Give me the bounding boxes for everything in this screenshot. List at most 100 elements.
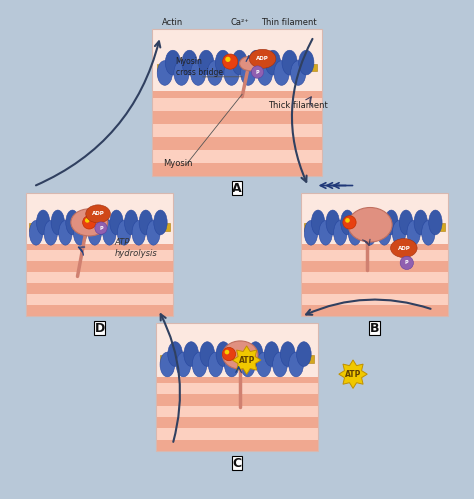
Ellipse shape [103, 221, 116, 245]
Ellipse shape [147, 221, 160, 245]
Bar [26, 240, 173, 250]
Bar [156, 323, 318, 451]
Bar [152, 85, 322, 98]
Ellipse shape [215, 50, 230, 75]
Ellipse shape [249, 50, 264, 75]
Polygon shape [339, 360, 367, 388]
Bar [156, 383, 318, 394]
Text: Thin filament: Thin filament [261, 18, 317, 27]
Ellipse shape [160, 352, 175, 377]
Ellipse shape [319, 221, 332, 245]
Ellipse shape [182, 50, 197, 75]
Ellipse shape [132, 221, 146, 245]
Ellipse shape [36, 210, 50, 235]
Text: ADP: ADP [398, 246, 410, 250]
Ellipse shape [239, 56, 262, 71]
Bar [152, 111, 322, 124]
Ellipse shape [168, 342, 182, 366]
Text: A: A [232, 182, 242, 195]
Text: P: P [405, 260, 409, 265]
Ellipse shape [391, 239, 417, 257]
Bar [156, 394, 318, 406]
Bar [29, 224, 170, 231]
Ellipse shape [88, 221, 101, 245]
Ellipse shape [326, 210, 339, 235]
Circle shape [223, 54, 238, 69]
Ellipse shape [86, 205, 110, 223]
Text: Thick filament: Thick filament [268, 101, 328, 110]
Bar [26, 193, 173, 245]
Text: P: P [255, 69, 259, 74]
Ellipse shape [348, 221, 362, 245]
Text: B: B [370, 321, 379, 334]
Ellipse shape [299, 50, 314, 75]
Bar [301, 193, 448, 245]
Text: ATP
hydrolysis: ATP hydrolysis [114, 238, 157, 258]
Ellipse shape [139, 210, 153, 235]
Ellipse shape [274, 61, 289, 85]
Bar [152, 98, 322, 111]
Ellipse shape [184, 342, 199, 366]
Ellipse shape [232, 342, 247, 366]
Ellipse shape [154, 210, 167, 235]
Ellipse shape [199, 50, 214, 75]
Bar [301, 305, 448, 316]
Bar [26, 283, 173, 294]
Ellipse shape [240, 352, 255, 377]
Ellipse shape [192, 352, 207, 377]
Ellipse shape [51, 210, 64, 235]
Ellipse shape [66, 210, 79, 235]
Polygon shape [232, 346, 261, 374]
Ellipse shape [291, 61, 306, 85]
Bar [26, 305, 173, 316]
Bar [304, 224, 445, 231]
Bar [301, 193, 448, 316]
Circle shape [85, 218, 90, 223]
Ellipse shape [248, 342, 263, 366]
Bar [152, 163, 322, 176]
Ellipse shape [44, 221, 57, 245]
Ellipse shape [370, 210, 383, 235]
Bar [301, 261, 448, 272]
Ellipse shape [81, 210, 94, 235]
Ellipse shape [241, 61, 256, 85]
Ellipse shape [176, 352, 191, 377]
Ellipse shape [224, 61, 239, 85]
Text: Actin: Actin [162, 18, 183, 27]
Text: ATP: ATP [238, 356, 255, 365]
Bar [156, 372, 318, 383]
Circle shape [400, 256, 413, 269]
Ellipse shape [29, 221, 43, 245]
Ellipse shape [71, 209, 108, 236]
Circle shape [82, 216, 96, 229]
Ellipse shape [200, 342, 215, 366]
Circle shape [345, 218, 350, 223]
Bar [301, 294, 448, 305]
Text: Myosin: Myosin [164, 159, 193, 168]
Circle shape [95, 222, 107, 234]
Ellipse shape [385, 210, 398, 235]
Ellipse shape [222, 341, 258, 369]
Ellipse shape [334, 221, 347, 245]
Bar [26, 250, 173, 261]
Ellipse shape [407, 221, 420, 245]
Ellipse shape [157, 61, 173, 85]
Ellipse shape [118, 221, 131, 245]
Bar [301, 193, 448, 316]
Text: D: D [94, 321, 105, 334]
Bar [160, 355, 314, 363]
Bar [156, 428, 318, 440]
Ellipse shape [264, 342, 279, 366]
Ellipse shape [422, 221, 435, 245]
Bar [26, 193, 173, 316]
Circle shape [222, 347, 236, 361]
Text: P: P [99, 226, 103, 231]
Ellipse shape [265, 50, 281, 75]
Ellipse shape [207, 61, 222, 85]
Ellipse shape [257, 61, 273, 85]
Ellipse shape [282, 50, 297, 75]
Bar [301, 272, 448, 283]
Text: C: C [232, 457, 242, 470]
Ellipse shape [348, 208, 392, 242]
Bar [152, 150, 322, 163]
